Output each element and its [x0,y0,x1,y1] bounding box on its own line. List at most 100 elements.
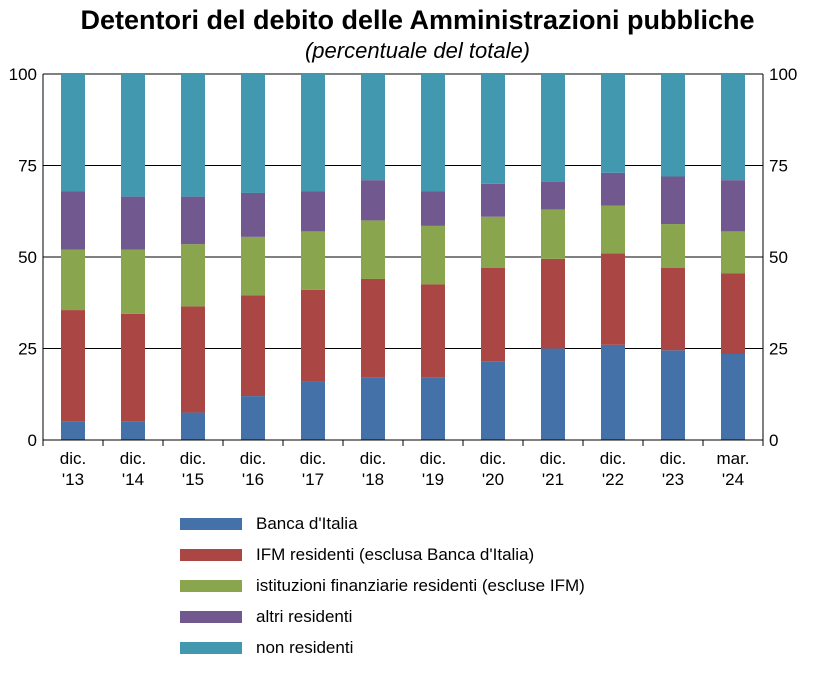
y-tick-left-0: 0 [28,431,37,450]
bar-segment-0-6 [421,377,445,440]
bar-segment-1-8 [541,258,565,349]
legend-item-1: IFM residenti (esclusa Banca d'Italia) [180,539,585,570]
y-tick-right-75: 75 [769,157,788,176]
axes [42,74,764,446]
legend-item-3: altri residenti [180,601,585,632]
bar-segment-3-0 [61,191,85,250]
bar-segment-4-6 [421,74,445,192]
x-tick-label-1: dic. '14 [120,449,146,489]
bar-segment-0-10 [661,350,685,440]
legend-label-3: altri residenti [256,606,353,626]
bar-segment-4-8 [541,74,565,182]
legend-swatch-0 [180,517,242,530]
y-tick-left-25: 25 [18,340,37,359]
x-tick-label-10: dic. '23 [660,449,686,489]
y-tick-right-0: 0 [769,431,778,450]
x-tick-label-3: dic. '16 [240,449,266,489]
bar-segment-3-7 [481,183,505,217]
bar-segment-3-9 [601,172,625,206]
legend-label-2: istituzioni finanziarie residenti (esclu… [256,575,585,595]
bar-segment-3-2 [181,196,205,245]
legend-swatch-3 [180,610,242,623]
x-tick-label-2: dic. '15 [180,449,206,489]
bar-segment-4-4 [301,74,325,192]
stacked-bar-chart: 0 0 25 25 50 50 75 75 100 100 dic. '13 dic. '14 dic. '1… [9,65,798,489]
bar-segment-4-0 [61,74,85,192]
x-tick-label-0: dic. '13 [60,449,86,489]
bar-segment-1-10 [661,267,685,351]
bar-segment-2-10 [661,224,685,268]
y-tick-left-50: 50 [18,248,37,267]
legend-item-0: Banca d'Italia [180,508,585,539]
gridlines [43,73,763,441]
bar-segment-0-0 [61,421,85,440]
bar-segment-0-1 [121,421,145,440]
legend-label-0: Banca d'Italia [256,513,358,533]
bar-segment-0-4 [301,381,325,440]
x-tick-label-8: dic. '21 [540,449,566,489]
bar-segment-1-9 [601,253,625,345]
bar-segment-2-0 [61,249,85,311]
bar-segment-2-9 [601,205,625,254]
y-tick-right-100: 100 [769,65,797,84]
y-tick-left-100: 100 [9,65,37,84]
bar-segment-3-1 [121,196,145,250]
bar-segment-2-4 [301,231,325,290]
bar-segment-4-9 [601,74,625,173]
bar-segment-3-6 [421,191,445,226]
bar-segment-2-3 [241,236,265,296]
bar-segment-1-6 [421,284,445,378]
y-tick-left-75: 75 [18,157,37,176]
legend: Banca d'Italia IFM residenti (esclusa Ban… [180,508,585,663]
chart-title: Detentori del debito delle Amministrazio… [80,5,755,35]
bar-segment-1-1 [121,313,145,422]
bar-segment-4-2 [181,74,205,197]
bar-segment-4-1 [121,74,145,197]
y-tick-right-50: 50 [769,248,788,267]
legend-swatch-2 [180,579,242,592]
bar-segment-4-11 [721,74,745,181]
bar-segment-0-3 [241,396,265,440]
bar-segment-2-1 [121,249,145,314]
bar-segment-1-5 [361,278,385,378]
bar-segment-2-11 [721,231,745,274]
bar-segment-4-3 [241,74,265,193]
legend-item-2: istituzioni finanziarie residenti (esclu… [180,570,585,601]
legend-swatch-1 [180,548,242,561]
bar-segment-3-3 [241,192,265,237]
bar-segment-2-8 [541,209,565,259]
bar-segment-2-6 [421,225,445,285]
bar-segment-1-7 [481,267,505,362]
x-tick-label-4: dic. '17 [300,449,326,489]
bar-segment-1-11 [721,273,745,354]
legend-item-4: non residenti [180,632,585,663]
bar-segment-0-5 [361,377,385,440]
bar-segment-4-5 [361,74,385,181]
tick-labels: 0 0 25 25 50 50 75 75 100 100 dic. '13 dic. '14 dic. '1… [9,65,798,489]
x-tick-label-7: dic. '20 [480,449,506,489]
bar-segment-1-0 [61,310,85,422]
x-tick-label-11: mar. '24 [716,449,749,489]
bar-segment-0-11 [721,353,745,440]
bar-segment-2-7 [481,216,505,268]
bar-segment-2-5 [361,220,385,279]
bars [61,74,745,440]
y-tick-right-25: 25 [769,340,788,359]
legend-label-1: IFM residenti (esclusa Banca d'Italia) [256,544,535,564]
bar-segment-1-4 [301,289,325,382]
legend-swatch-4 [180,641,242,654]
chart-subtitle: (percentuale del totale) [304,38,531,63]
bar-segment-3-5 [361,180,385,221]
bar-segment-0-7 [481,361,505,440]
bar-segment-0-2 [181,412,205,440]
legend-label-4: non residenti [256,637,354,657]
bar-segment-3-11 [721,180,745,232]
bar-segment-4-10 [661,74,685,177]
x-tick-label-6: dic. '19 [420,449,446,489]
bar-segment-0-8 [541,348,565,440]
bar-segment-2-2 [181,244,205,307]
x-tick-label-5: dic. '18 [360,449,386,489]
bar-segment-1-3 [241,295,265,397]
bar-segment-3-4 [301,191,325,232]
bar-segment-4-7 [481,74,505,184]
